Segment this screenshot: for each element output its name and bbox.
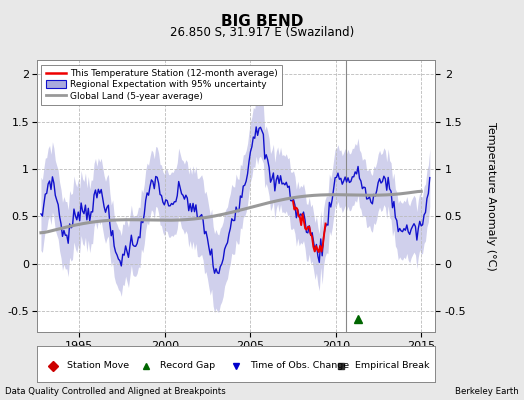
- Text: Berkeley Earth: Berkeley Earth: [455, 387, 519, 396]
- Text: Record Gap: Record Gap: [160, 361, 215, 370]
- Text: BIG BEND: BIG BEND: [221, 14, 303, 29]
- Text: 26.850 S, 31.917 E (Swaziland): 26.850 S, 31.917 E (Swaziland): [170, 26, 354, 39]
- Text: Data Quality Controlled and Aligned at Breakpoints: Data Quality Controlled and Aligned at B…: [5, 387, 226, 396]
- Text: Station Move: Station Move: [67, 361, 129, 370]
- Text: Time of Obs. Change: Time of Obs. Change: [250, 361, 349, 370]
- Text: Empirical Break: Empirical Break: [355, 361, 430, 370]
- Legend: This Temperature Station (12-month average), Regional Expectation with 95% uncer: This Temperature Station (12-month avera…: [41, 64, 282, 105]
- Y-axis label: Temperature Anomaly (°C): Temperature Anomaly (°C): [486, 122, 496, 270]
